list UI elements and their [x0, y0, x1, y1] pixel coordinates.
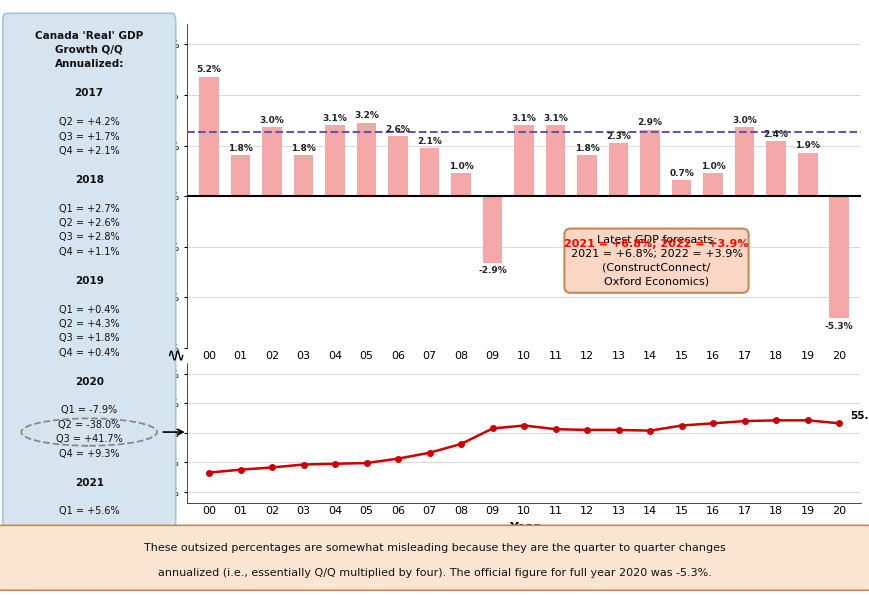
Bar [545, 125, 565, 196]
Text: Q4 = +0.4%: Q4 = +0.4% [59, 347, 119, 358]
Text: annualized (i.e., essentially Q/Q multiplied by four). The official figure for f: annualized (i.e., essentially Q/Q multip… [158, 568, 711, 578]
Text: -5.3%: -5.3% [824, 322, 852, 331]
Text: 1.0%: 1.0% [700, 162, 725, 171]
Text: 2019: 2019 [75, 275, 103, 286]
Bar [294, 155, 313, 196]
Text: 1.8%: 1.8% [228, 143, 253, 152]
Text: -2.9%: -2.9% [478, 267, 507, 275]
Bar [230, 155, 250, 196]
Text: 3.2%: 3.2% [354, 111, 379, 120]
Text: These outsized percentages are somewhat misleading because they are the quarter : These outsized percentages are somewhat … [144, 543, 725, 553]
Text: 1.0%: 1.0% [448, 162, 473, 171]
Bar [640, 130, 660, 196]
Text: Q4 = +1.1%: Q4 = +1.1% [59, 247, 119, 257]
Text: Q4 = +2.1%: Q4 = +2.1% [59, 146, 119, 156]
Bar [388, 136, 408, 196]
Text: 2017: 2017 [75, 88, 103, 98]
Text: Q1 = +2.7%: Q1 = +2.7% [59, 203, 119, 214]
Bar [734, 127, 753, 196]
Text: Q2 = -38.0%: Q2 = -38.0% [58, 420, 120, 430]
Bar [671, 180, 691, 196]
Text: Q1 = +5.6%: Q1 = +5.6% [59, 506, 119, 516]
FancyBboxPatch shape [0, 525, 869, 590]
Text: 1.8%: 1.8% [574, 143, 599, 152]
Text: Q3 = +1.7%: Q3 = +1.7% [59, 131, 119, 142]
Text: Q3 = +1.8%: Q3 = +1.8% [59, 333, 119, 343]
Text: 3.1%: 3.1% [322, 114, 348, 123]
Bar [828, 196, 848, 318]
Y-axis label: % Change, Yr vs Previous Yr: % Change, Yr vs Previous Yr [135, 108, 145, 264]
Text: Q1 = -7.9%: Q1 = -7.9% [61, 405, 117, 415]
Text: 3.1%: 3.1% [511, 114, 536, 123]
Bar [797, 152, 817, 196]
Text: Q4 = +9.3%: Q4 = +9.3% [59, 449, 119, 459]
Text: Q2 = +4.3%: Q2 = +4.3% [59, 319, 119, 329]
Text: 0.7%: 0.7% [668, 169, 693, 178]
Text: 2018: 2018 [75, 175, 103, 185]
Text: 2.1%: 2.1% [417, 137, 441, 146]
Bar [199, 77, 219, 196]
Text: 5.2%: 5.2% [196, 65, 222, 74]
Bar [766, 141, 785, 196]
Text: Canada 'Real' GDP: Canada 'Real' GDP [35, 30, 143, 40]
Text: 2021: 2021 [75, 478, 103, 487]
Text: Q3 = +2.8%: Q3 = +2.8% [59, 233, 119, 242]
Text: 2.3%: 2.3% [606, 132, 630, 141]
Text: 2.9%: 2.9% [637, 118, 662, 127]
X-axis label: Year: Year [508, 521, 539, 534]
Text: 3.0%: 3.0% [732, 116, 756, 125]
Bar [514, 125, 534, 196]
Text: 2020: 2020 [75, 377, 103, 387]
Y-axis label: Consumer Spending
as % Share of GDP: Consumer Spending as % Share of GDP [121, 377, 142, 489]
Text: Annualized:: Annualized: [55, 60, 123, 70]
Bar [703, 173, 722, 196]
Text: 2021 = +6.8%; 2022 = +3.9%: 2021 = +6.8%; 2022 = +3.9% [564, 239, 748, 249]
Bar [608, 143, 627, 196]
Text: 3.0%: 3.0% [260, 116, 284, 125]
Text: 2.4%: 2.4% [763, 130, 788, 139]
Bar [325, 125, 344, 196]
Text: Growth Q/Q: Growth Q/Q [56, 45, 123, 55]
Text: 2.6%: 2.6% [385, 125, 410, 134]
Bar [577, 155, 596, 196]
Bar [356, 123, 376, 196]
Text: 55.9%: 55.9% [849, 411, 869, 421]
Text: Q3 = +41.7%: Q3 = +41.7% [56, 434, 123, 444]
Text: Latest GDP forecasts:
2021 = +6.8%; 2022 = +3.9%
(ConstructConnect/
Oxford Econo: Latest GDP forecasts: 2021 = +6.8%; 2022… [570, 234, 741, 287]
Text: Q1 = +0.4%: Q1 = +0.4% [59, 305, 119, 315]
Bar [482, 196, 502, 263]
Text: 1.8%: 1.8% [291, 143, 315, 152]
Text: 3.1%: 3.1% [542, 114, 567, 123]
Bar [420, 148, 439, 196]
Bar [262, 127, 282, 196]
Text: Q2 = +4.2%: Q2 = +4.2% [59, 117, 119, 127]
FancyBboxPatch shape [3, 13, 176, 531]
Bar [451, 173, 470, 196]
Text: Q2 = +2.6%: Q2 = +2.6% [59, 218, 119, 228]
Text: 1.9%: 1.9% [794, 141, 819, 151]
